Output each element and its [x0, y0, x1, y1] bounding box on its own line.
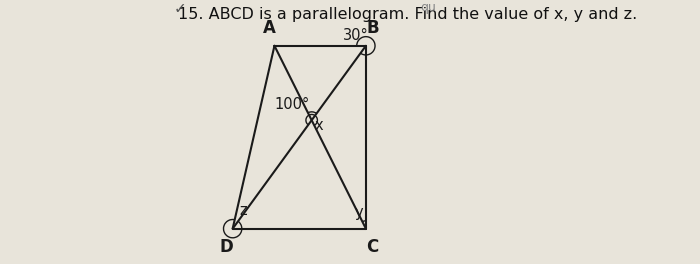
Text: ✓: ✓: [174, 1, 187, 16]
Text: 30°: 30°: [342, 28, 368, 43]
Text: z: z: [239, 203, 247, 218]
Text: 100°: 100°: [274, 97, 309, 112]
Text: B: B: [366, 18, 379, 36]
Text: A: A: [262, 18, 276, 36]
Text: x: x: [315, 118, 323, 133]
Text: qu: qu: [421, 1, 436, 15]
Text: C: C: [366, 238, 379, 256]
Text: 15. ABCD is a parallelogram. Find the value of x, y and z.: 15. ABCD is a parallelogram. Find the va…: [178, 7, 637, 22]
Text: y: y: [355, 205, 364, 220]
Text: D: D: [219, 238, 233, 256]
